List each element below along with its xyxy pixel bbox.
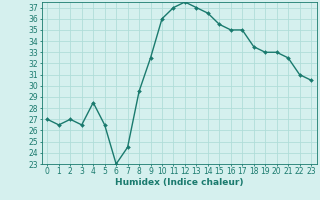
X-axis label: Humidex (Indice chaleur): Humidex (Indice chaleur): [115, 178, 244, 187]
